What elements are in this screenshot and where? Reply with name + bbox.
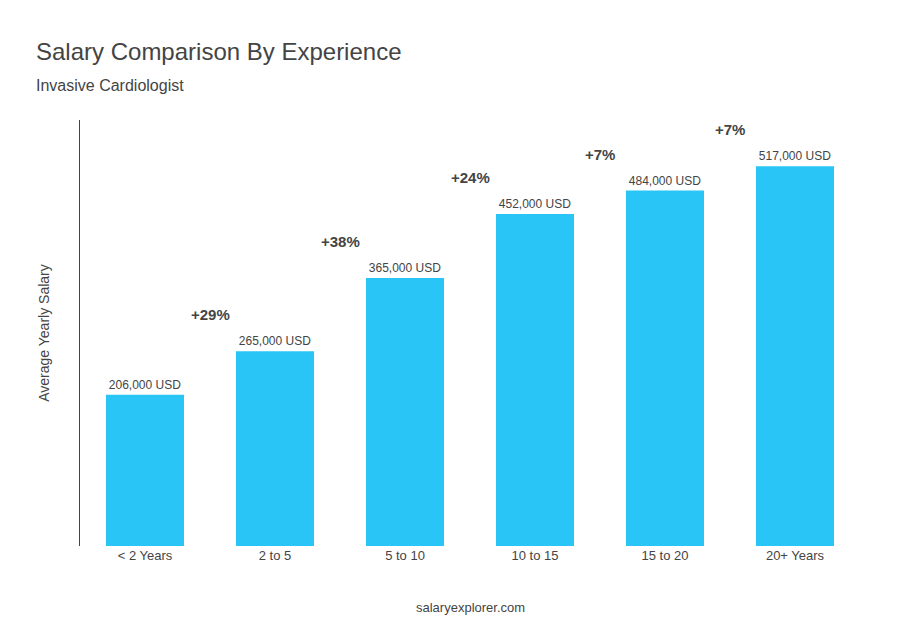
svg-text:+24%: +24% xyxy=(451,169,490,186)
svg-text:+38%: +38% xyxy=(321,233,360,250)
svg-text:+7%: +7% xyxy=(585,146,615,163)
svg-text:Invasive Cardiologist: Invasive Cardiologist xyxy=(36,77,184,94)
svg-text:517,000 USD: 517,000 USD xyxy=(759,149,831,163)
svg-text:20+ Years: 20+ Years xyxy=(766,548,825,563)
svg-text:+7%: +7% xyxy=(715,121,745,138)
svg-text:+29%: +29% xyxy=(191,306,230,323)
svg-text:365,000 USD: 365,000 USD xyxy=(369,261,441,275)
svg-text:Salary Comparison By Experienc: Salary Comparison By Experience xyxy=(36,38,402,65)
svg-text:10 to 15: 10 to 15 xyxy=(512,548,559,563)
svg-text:484,000 USD: 484,000 USD xyxy=(629,174,701,188)
svg-text:206,000 USD: 206,000 USD xyxy=(109,378,181,392)
svg-text:salaryexplorer.com: salaryexplorer.com xyxy=(416,600,525,615)
svg-text:Average Yearly Salary: Average Yearly Salary xyxy=(36,264,52,402)
svg-text:< 2 Years: < 2 Years xyxy=(118,548,173,563)
svg-text:5 to 10: 5 to 10 xyxy=(385,548,425,563)
svg-text:265,000 USD: 265,000 USD xyxy=(239,334,311,348)
svg-text:15 to 20: 15 to 20 xyxy=(642,548,689,563)
svg-text:2 to 5: 2 to 5 xyxy=(259,548,292,563)
svg-text:452,000 USD: 452,000 USD xyxy=(499,197,571,211)
